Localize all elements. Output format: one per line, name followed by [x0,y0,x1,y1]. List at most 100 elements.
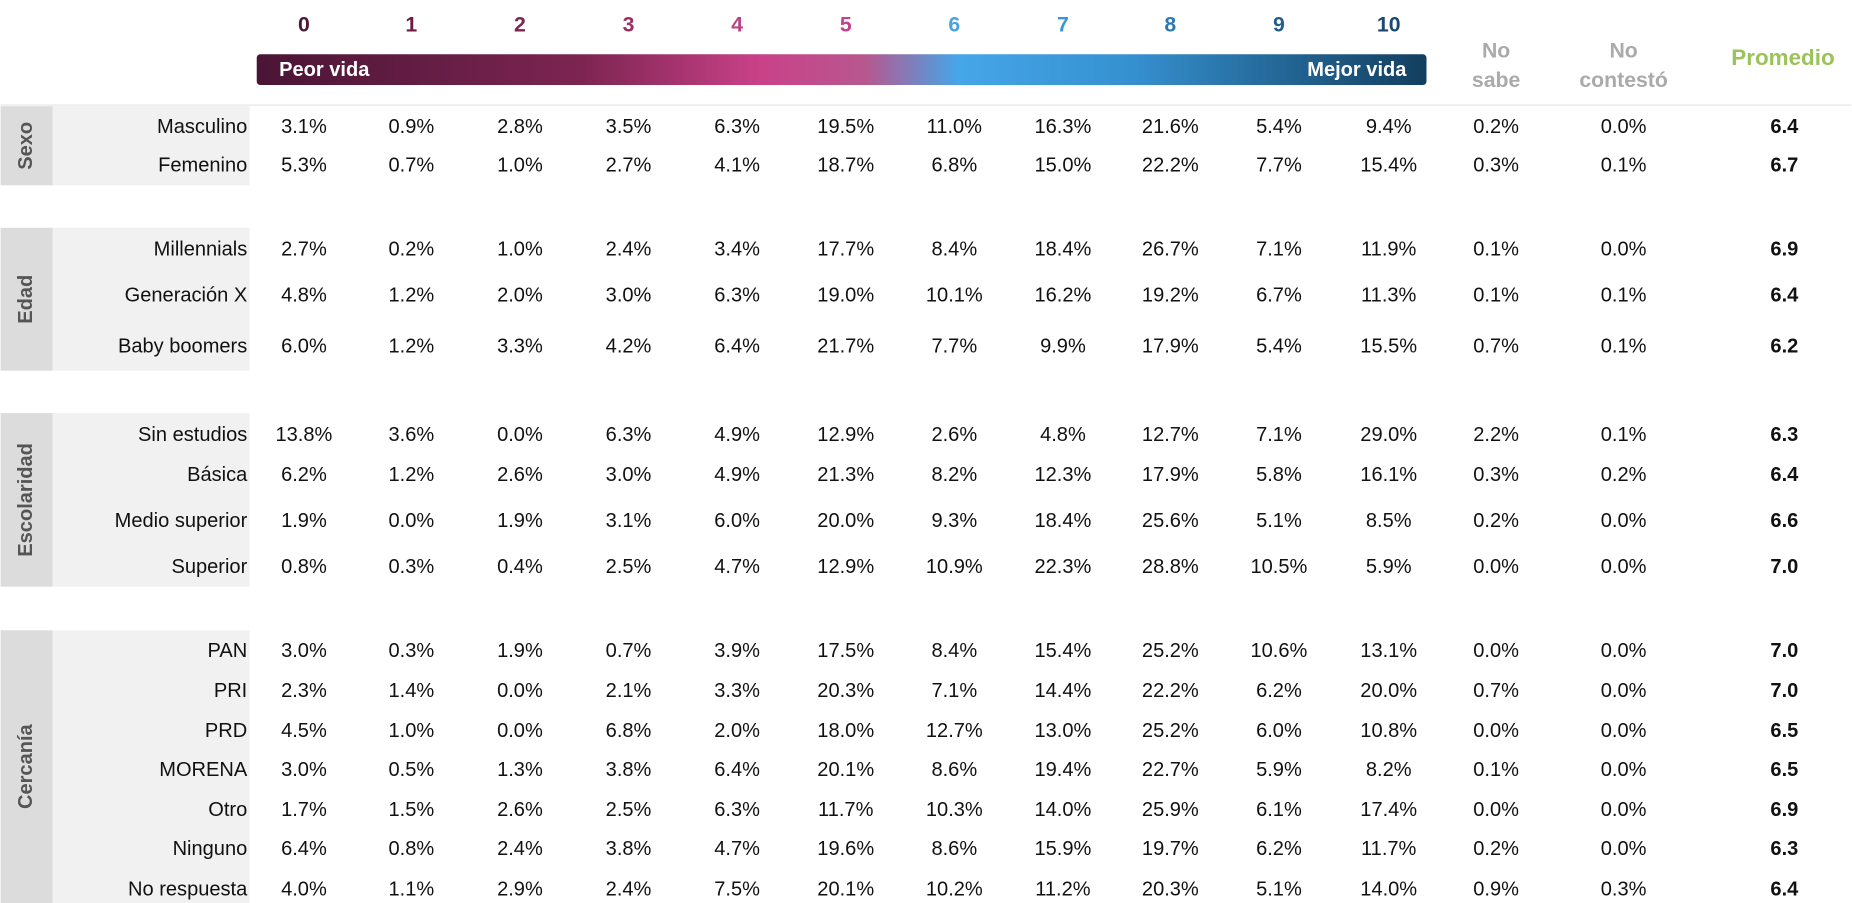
cell: 3.5% [606,116,652,138]
cell: 7.7% [931,335,977,357]
cell: 0.0% [497,680,543,702]
scale-label: 4 [731,13,743,37]
cell: 12.7% [926,720,983,742]
cell: 17.9% [1142,335,1199,357]
cell: 0.0% [1601,720,1647,742]
row-label: MORENA [159,759,248,781]
cell: 6.2% [1256,680,1302,702]
label-box [52,106,250,186]
cell: 3.1% [281,116,327,138]
cell: 8.4% [931,239,977,261]
cell: 10.6% [1251,640,1308,662]
cell: 8.2% [931,464,977,486]
cell: 0.1% [1473,285,1519,307]
cell: 5.4% [1256,335,1302,357]
group-box [0,630,53,903]
mean: 6.4 [1770,464,1799,486]
group-label: Edad [15,275,37,324]
cell: 4.8% [1040,424,1086,446]
cell: 2.6% [497,799,543,821]
cell: 0.2% [1601,464,1647,486]
cell: 6.3% [714,285,760,307]
cell: 6.0% [714,510,760,532]
cell: 21.3% [817,464,874,486]
row-label: No respuesta [128,878,248,900]
cell: 0.0% [1601,510,1647,532]
cell: 15.4% [1360,155,1417,177]
scale-label: 10 [1377,13,1401,37]
mean: 6.6 [1770,510,1798,532]
label-box [52,227,250,371]
label-box [52,413,250,587]
cell: 18.4% [1035,510,1092,532]
cell: 18.4% [1035,239,1092,261]
mean: 6.4 [1770,878,1799,900]
row-label: PAN [208,640,248,662]
cell: 2.0% [497,285,543,307]
cell: 0.7% [388,155,434,177]
cell: 6.2% [281,464,327,486]
cell: 19.2% [1142,285,1199,307]
cell: 13.0% [1035,720,1092,742]
cell: 3.0% [606,285,652,307]
row-label: Generación X [125,285,248,307]
cell: 0.0% [1601,556,1647,578]
cell: 18.0% [817,720,874,742]
cell: 6.7% [1256,285,1302,307]
cell: 4.9% [714,424,760,446]
cell: 20.3% [817,680,874,702]
row-label: Otro [208,799,247,821]
cell: 19.6% [817,838,874,860]
cell: 0.9% [388,116,434,138]
cell: 2.4% [606,239,652,261]
cell: 10.9% [926,556,983,578]
row-label: Superior [171,556,247,578]
cell: 15.0% [1035,155,1092,177]
cell: 17.7% [817,239,874,261]
cell: 14.0% [1360,878,1417,900]
cell: 0.2% [1473,510,1519,532]
cell: 7.7% [1256,155,1302,177]
cell: 1.4% [388,680,434,702]
cell: 0.0% [388,510,434,532]
cell: 3.0% [606,464,652,486]
cell: 7.5% [714,878,760,900]
no-contesto: contestó [1579,68,1668,92]
mean: 6.4 [1770,116,1799,138]
cell: 0.0% [1473,640,1519,662]
cell: 9.9% [1040,335,1086,357]
cell: 13.1% [1360,640,1417,662]
scale-label: 9 [1273,13,1285,37]
cell: 0.7% [606,640,652,662]
cell: 10.3% [926,799,983,821]
cell: 0.1% [1601,424,1647,446]
cell: 11.0% [927,116,983,138]
cell: 11.7% [1361,838,1417,860]
cell: 9.4% [1366,116,1412,138]
cell: 4.7% [714,838,760,860]
cell: 0.0% [1601,838,1647,860]
group-box [0,106,53,186]
cell: 22.2% [1142,155,1199,177]
cell: 0.3% [1601,878,1647,900]
cell: 0.7% [1473,335,1519,357]
cell: 0.1% [1473,239,1519,261]
cell: 19.0% [817,285,874,307]
cell: 7.1% [1256,424,1302,446]
cell: 1.3% [497,759,543,781]
cell: 1.9% [497,510,543,532]
cell: 0.2% [1473,116,1519,138]
cell: 1.1% [388,878,434,900]
cell: 4.7% [714,556,760,578]
cell: 6.4% [714,759,760,781]
cell: 1.2% [388,335,434,357]
cell: 2.4% [606,878,652,900]
cell: 12.9% [817,556,874,578]
cell: 3.0% [281,640,327,662]
cell: 4.0% [281,878,327,900]
cell: 15.4% [1035,640,1092,662]
cell: 1.9% [497,640,543,662]
cell: 6.3% [606,424,652,446]
cell: 20.1% [817,759,874,781]
